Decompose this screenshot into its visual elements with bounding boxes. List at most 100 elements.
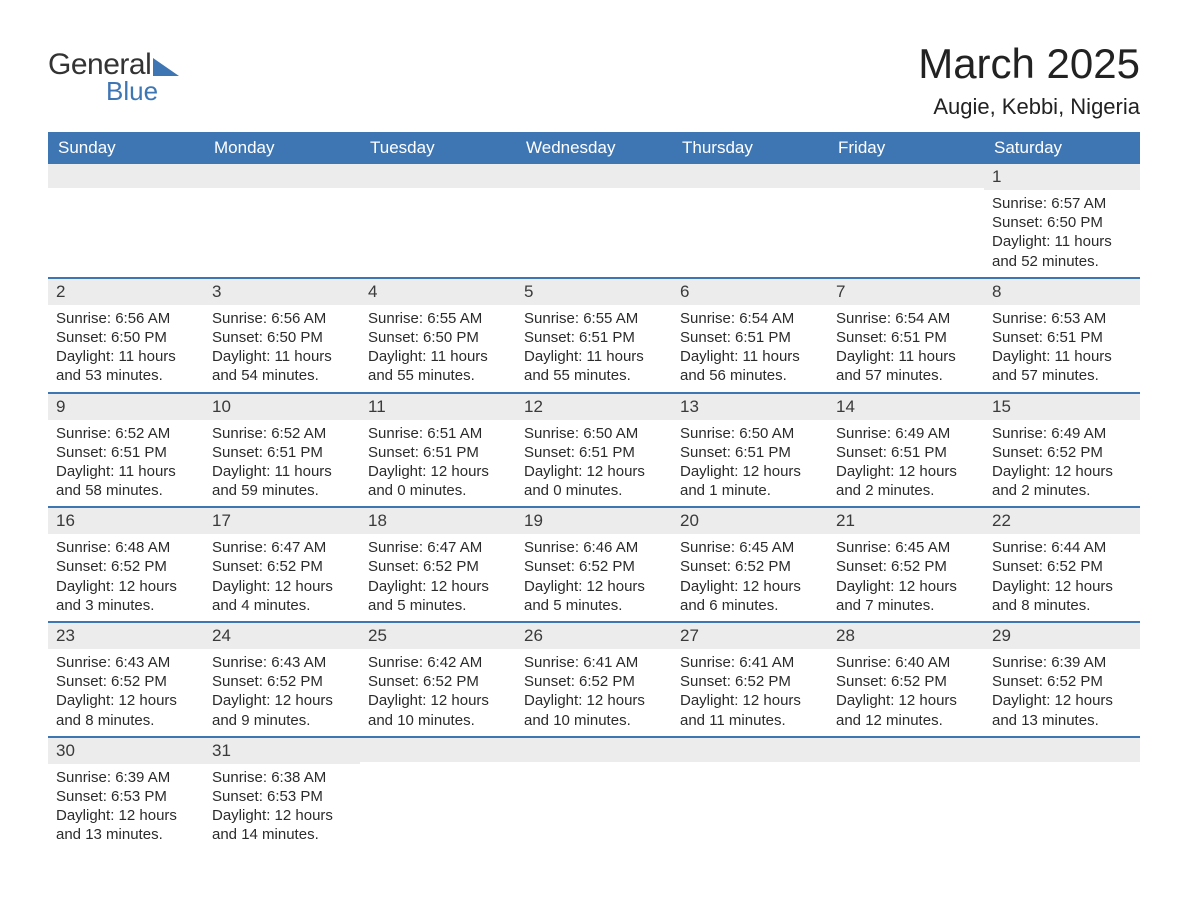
day-detail-line: Sunrise: 6:50 AM (680, 424, 820, 443)
day-number (360, 164, 516, 188)
weekday-header: Sunday (48, 132, 204, 164)
day-detail-line: Sunset: 6:52 PM (368, 557, 508, 576)
day-detail-line: Daylight: 12 hours and 7 minutes. (836, 577, 976, 615)
day-detail-line: Sunset: 6:52 PM (56, 672, 196, 691)
calendar-day-cell: 26Sunrise: 6:41 AMSunset: 6:52 PMDayligh… (516, 622, 672, 737)
day-number: 6 (672, 279, 828, 305)
day-detail-line: Sunrise: 6:41 AM (680, 653, 820, 672)
calendar-day-cell: 31Sunrise: 6:38 AMSunset: 6:53 PMDayligh… (204, 737, 360, 851)
logo-triangle-icon (153, 58, 179, 76)
day-detail-line: Sunset: 6:52 PM (524, 672, 664, 691)
day-detail-line: Daylight: 12 hours and 4 minutes. (212, 577, 352, 615)
calendar-header-row: SundayMondayTuesdayWednesdayThursdayFrid… (48, 132, 1140, 164)
day-number (516, 164, 672, 188)
calendar-day-cell: 5Sunrise: 6:55 AMSunset: 6:51 PMDaylight… (516, 278, 672, 393)
calendar-day-cell: 4Sunrise: 6:55 AMSunset: 6:50 PMDaylight… (360, 278, 516, 393)
day-number: 15 (984, 394, 1140, 420)
day-details: Sunrise: 6:55 AMSunset: 6:51 PMDaylight:… (516, 305, 672, 392)
day-detail-line: Sunrise: 6:57 AM (992, 194, 1132, 213)
day-detail-line: Daylight: 12 hours and 8 minutes. (992, 577, 1132, 615)
calendar-table: SundayMondayTuesdayWednesdayThursdayFrid… (48, 132, 1140, 851)
day-details (204, 188, 360, 268)
day-detail-line: Daylight: 11 hours and 53 minutes. (56, 347, 196, 385)
day-details: Sunrise: 6:49 AMSunset: 6:51 PMDaylight:… (828, 420, 984, 507)
day-detail-line: Sunrise: 6:55 AM (524, 309, 664, 328)
day-details: Sunrise: 6:43 AMSunset: 6:52 PMDaylight:… (48, 649, 204, 736)
day-details: Sunrise: 6:39 AMSunset: 6:52 PMDaylight:… (984, 649, 1140, 736)
day-detail-line: Daylight: 12 hours and 6 minutes. (680, 577, 820, 615)
day-number: 7 (828, 279, 984, 305)
day-detail-line: Sunrise: 6:52 AM (212, 424, 352, 443)
day-detail-line: Daylight: 12 hours and 5 minutes. (368, 577, 508, 615)
day-number: 29 (984, 623, 1140, 649)
calendar-day-cell (516, 164, 672, 278)
day-detail-line: Sunrise: 6:43 AM (212, 653, 352, 672)
calendar-day-cell (48, 164, 204, 278)
day-number: 12 (516, 394, 672, 420)
day-number: 30 (48, 738, 204, 764)
day-number: 3 (204, 279, 360, 305)
day-number: 24 (204, 623, 360, 649)
day-details: Sunrise: 6:54 AMSunset: 6:51 PMDaylight:… (828, 305, 984, 392)
day-number: 26 (516, 623, 672, 649)
title-block: March 2025 Augie, Kebbi, Nigeria (918, 40, 1140, 120)
calendar-day-cell: 24Sunrise: 6:43 AMSunset: 6:52 PMDayligh… (204, 622, 360, 737)
day-detail-line: Sunset: 6:50 PM (368, 328, 508, 347)
weekday-header: Wednesday (516, 132, 672, 164)
day-details (516, 762, 672, 842)
calendar-day-cell: 16Sunrise: 6:48 AMSunset: 6:52 PMDayligh… (48, 507, 204, 622)
day-number: 11 (360, 394, 516, 420)
day-number: 2 (48, 279, 204, 305)
day-detail-line: Sunset: 6:51 PM (836, 443, 976, 462)
calendar-body: 1Sunrise: 6:57 AMSunset: 6:50 PMDaylight… (48, 164, 1140, 851)
day-detail-line: Sunset: 6:52 PM (992, 672, 1132, 691)
calendar-day-cell (828, 737, 984, 851)
day-detail-line: Daylight: 12 hours and 0 minutes. (524, 462, 664, 500)
day-number: 17 (204, 508, 360, 534)
day-detail-line: Sunrise: 6:39 AM (992, 653, 1132, 672)
day-number: 21 (828, 508, 984, 534)
day-number: 22 (984, 508, 1140, 534)
calendar-day-cell (672, 164, 828, 278)
day-details: Sunrise: 6:44 AMSunset: 6:52 PMDaylight:… (984, 534, 1140, 621)
day-detail-line: Daylight: 12 hours and 5 minutes. (524, 577, 664, 615)
day-number: 4 (360, 279, 516, 305)
day-number: 27 (672, 623, 828, 649)
day-details (360, 762, 516, 842)
day-number: 28 (828, 623, 984, 649)
day-details: Sunrise: 6:41 AMSunset: 6:52 PMDaylight:… (672, 649, 828, 736)
day-detail-line: Daylight: 12 hours and 2 minutes. (836, 462, 976, 500)
day-detail-line: Sunrise: 6:38 AM (212, 768, 352, 787)
day-number: 31 (204, 738, 360, 764)
day-number (360, 738, 516, 762)
day-detail-line: Daylight: 12 hours and 1 minute. (680, 462, 820, 500)
day-detail-line: Sunrise: 6:47 AM (212, 538, 352, 557)
day-details: Sunrise: 6:57 AMSunset: 6:50 PMDaylight:… (984, 190, 1140, 277)
calendar-week-row: 16Sunrise: 6:48 AMSunset: 6:52 PMDayligh… (48, 507, 1140, 622)
calendar-day-cell (984, 737, 1140, 851)
day-details: Sunrise: 6:47 AMSunset: 6:52 PMDaylight:… (360, 534, 516, 621)
day-number: 1 (984, 164, 1140, 190)
day-details: Sunrise: 6:51 AMSunset: 6:51 PMDaylight:… (360, 420, 516, 507)
calendar-day-cell: 11Sunrise: 6:51 AMSunset: 6:51 PMDayligh… (360, 393, 516, 508)
calendar-week-row: 30Sunrise: 6:39 AMSunset: 6:53 PMDayligh… (48, 737, 1140, 851)
day-detail-line: Daylight: 12 hours and 14 minutes. (212, 806, 352, 844)
day-details (984, 762, 1140, 842)
calendar-day-cell: 27Sunrise: 6:41 AMSunset: 6:52 PMDayligh… (672, 622, 828, 737)
day-detail-line: Sunrise: 6:42 AM (368, 653, 508, 672)
calendar-day-cell: 25Sunrise: 6:42 AMSunset: 6:52 PMDayligh… (360, 622, 516, 737)
day-detail-line: Daylight: 12 hours and 8 minutes. (56, 691, 196, 729)
day-number (48, 164, 204, 188)
weekday-header: Friday (828, 132, 984, 164)
day-detail-line: Sunset: 6:50 PM (212, 328, 352, 347)
header-bar: General Blue March 2025 Augie, Kebbi, Ni… (48, 40, 1140, 120)
day-detail-line: Daylight: 11 hours and 57 minutes. (836, 347, 976, 385)
day-detail-line: Sunset: 6:52 PM (212, 557, 352, 576)
day-detail-line: Sunrise: 6:50 AM (524, 424, 664, 443)
calendar-day-cell (360, 164, 516, 278)
day-detail-line: Daylight: 12 hours and 0 minutes. (368, 462, 508, 500)
day-detail-line: Sunset: 6:51 PM (524, 443, 664, 462)
day-detail-line: Sunset: 6:50 PM (56, 328, 196, 347)
day-detail-line: Sunrise: 6:43 AM (56, 653, 196, 672)
day-detail-line: Sunrise: 6:56 AM (56, 309, 196, 328)
